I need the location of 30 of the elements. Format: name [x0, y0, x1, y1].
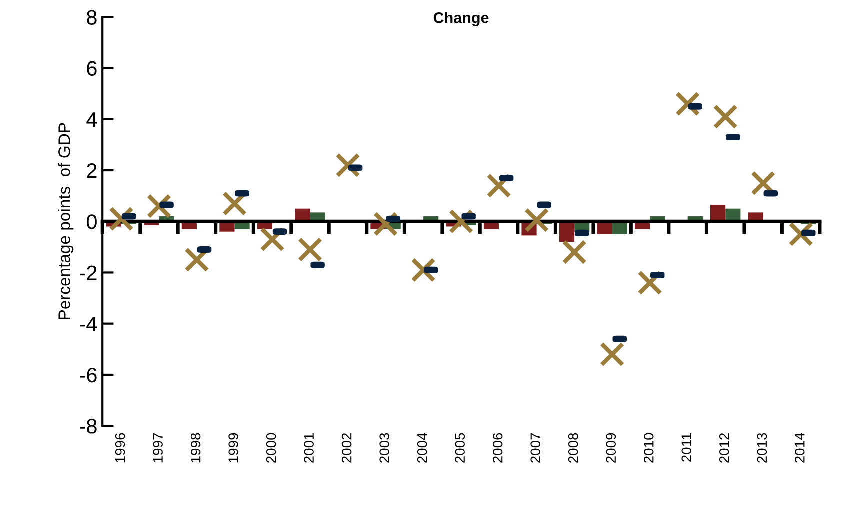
- x-tick-label: 2004: [417, 433, 428, 463]
- y-axis-title: Percentage points of GDP: [58, 123, 74, 320]
- x-tick-label: 2009: [606, 433, 616, 463]
- x-tick-label: 1998: [190, 433, 201, 463]
- x-tick-label: 2013: [757, 433, 768, 463]
- chart-title: Change: [434, 12, 489, 26]
- x-tick-label: 2001: [304, 433, 314, 463]
- y-tick-label: -8: [80, 419, 97, 434]
- x-tick-label: 2014: [794, 433, 805, 463]
- x-tick-label: 2010: [644, 433, 654, 463]
- x-tick-label: 2007: [530, 433, 541, 463]
- y-tick-label: -2: [80, 266, 97, 280]
- x-tick-label: 2006: [492, 433, 503, 463]
- y-tick-label: 8: [87, 10, 97, 25]
- x-tick-label: 1997: [153, 433, 163, 463]
- x-tick-label: 2000: [266, 433, 276, 463]
- y-tick-label: 6: [87, 61, 97, 76]
- x-tick-label: 2011: [682, 433, 692, 462]
- x-tick-label: 2008: [568, 433, 578, 463]
- x-tick-label: 1999: [228, 433, 238, 463]
- x-tick-label: 2012: [719, 433, 730, 463]
- y-tick-label: -4: [80, 317, 98, 332]
- y-tick-label: -6: [80, 368, 97, 383]
- y-tick-label: 0: [86, 214, 97, 230]
- y-tick-label: 4: [86, 112, 98, 127]
- x-tick-label: 1996: [115, 433, 126, 463]
- x-tick-label: 2005: [455, 433, 466, 463]
- x-tick-label: 2002: [342, 433, 352, 463]
- y-tick-label: 2: [87, 164, 97, 178]
- x-tick-label: 2003: [380, 433, 390, 463]
